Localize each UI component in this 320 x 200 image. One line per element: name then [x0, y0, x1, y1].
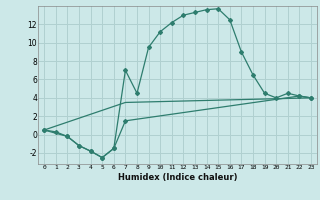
X-axis label: Humidex (Indice chaleur): Humidex (Indice chaleur) [118, 173, 237, 182]
